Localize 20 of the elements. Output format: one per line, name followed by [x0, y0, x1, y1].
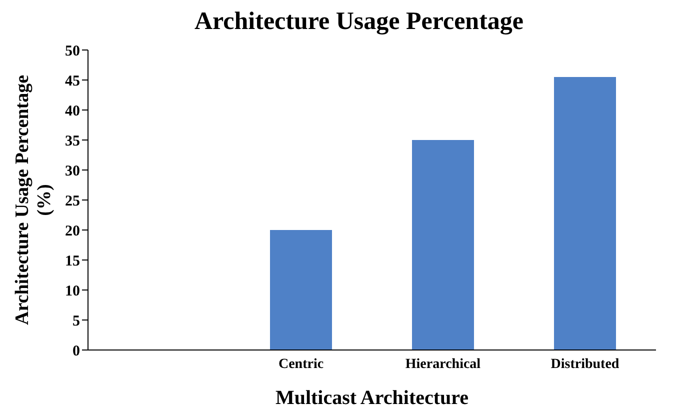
y-tick-label: 50 — [65, 43, 80, 60]
y-tick-label: 0 — [72, 343, 80, 360]
y-tick-label: 40 — [65, 103, 80, 120]
x-axis-title: Multicast Architecture — [275, 387, 469, 409]
bar — [270, 230, 332, 350]
x-tick-label: Centric — [278, 356, 324, 372]
y-tick-label: 35 — [65, 133, 80, 150]
bar — [412, 140, 474, 350]
y-tick-label: 45 — [65, 73, 80, 90]
y-tick-label: 30 — [65, 163, 80, 180]
y-tick-label: 5 — [72, 313, 80, 330]
x-tick-label: Hierarchical — [405, 356, 481, 372]
bar — [554, 77, 616, 350]
x-tick-label: Distributed — [550, 356, 620, 372]
y-tick-label: 25 — [65, 193, 80, 210]
y-axis-title: Architecture Usage Percentage (%) — [12, 74, 55, 326]
y-tick-label: 10 — [65, 283, 80, 300]
chart-title: Architecture Usage Percentage — [193, 8, 525, 37]
y-tick-label: 15 — [65, 253, 80, 270]
y-tick-label: 20 — [65, 223, 80, 240]
